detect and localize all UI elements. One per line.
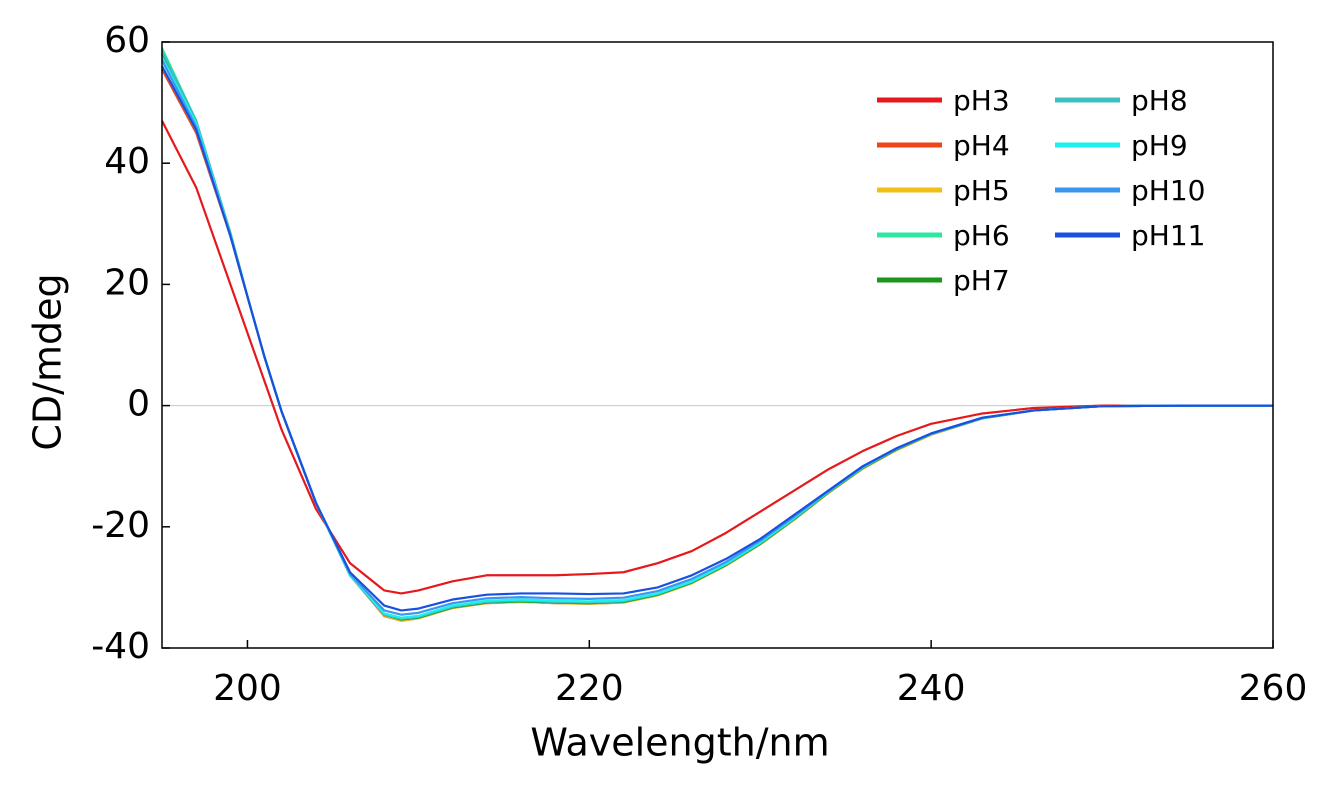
y-tick-label: 60	[104, 20, 150, 61]
y-tick-label: 40	[104, 141, 150, 182]
legend-label: pH3	[953, 84, 1010, 117]
y-tick-label: -20	[91, 505, 150, 546]
series-line	[161, 53, 1273, 621]
legend-label: pH8	[1131, 84, 1188, 117]
legend-label: pH6	[953, 219, 1010, 252]
legend-label: pH4	[953, 129, 1010, 162]
series-line	[161, 56, 1273, 619]
legend-label: pH10	[1131, 174, 1205, 207]
legend-label: pH5	[953, 174, 1010, 207]
legend-label: pH7	[953, 264, 1010, 297]
x-tick-label: 220	[555, 668, 624, 709]
legend-label: pH11	[1131, 219, 1205, 252]
plot-frame	[161, 41, 1274, 649]
y-tick-label: 20	[104, 262, 150, 303]
series-line	[161, 50, 1273, 621]
x-tick-label: 260	[1239, 668, 1308, 709]
y-tick-label: 0	[127, 384, 150, 425]
series-line	[161, 47, 1273, 621]
series-line	[161, 65, 1273, 612]
x-axis-label: Wavelength/nm	[530, 721, 829, 765]
y-tick-label: -40	[91, 626, 150, 667]
y-axis-label: CD/mdeg	[26, 273, 70, 450]
series-line	[161, 120, 1273, 595]
x-tick-label: 200	[213, 668, 282, 709]
legend-label: pH9	[1131, 129, 1188, 162]
x-tick-label: 240	[897, 668, 966, 709]
